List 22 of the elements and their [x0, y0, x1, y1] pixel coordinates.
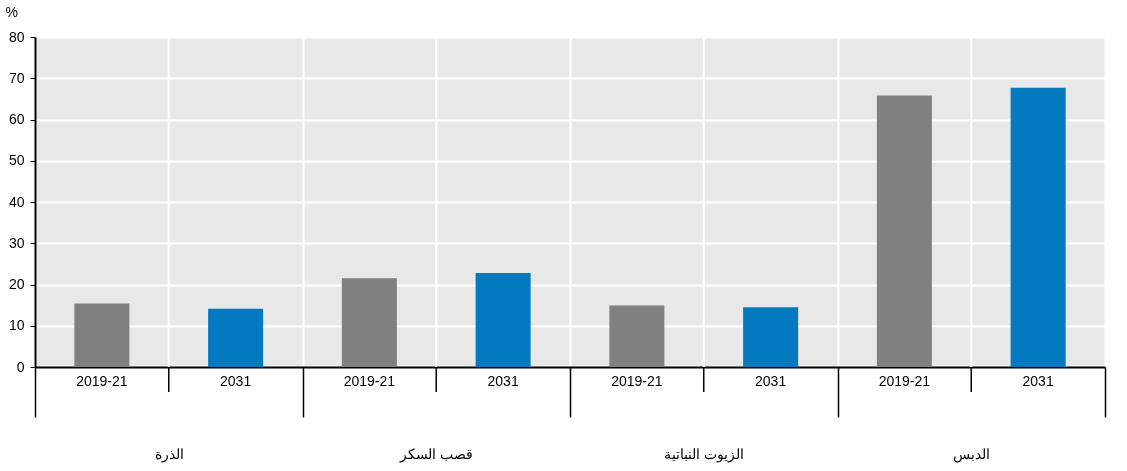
text: 2031 [487, 373, 519, 389]
y-tick-label: 10 [8, 317, 25, 334]
x-tick-label: قصب السكر [399, 445, 474, 463]
y-tick-label: 50 [8, 152, 25, 169]
x-tick-label: الذرة [154, 445, 184, 463]
y-tick-label: 30 [8, 234, 25, 251]
text: 2031 [755, 373, 787, 389]
text: 2019-21 [878, 373, 931, 389]
x-tick-label: الزيوت النباتية [664, 445, 745, 463]
series-label: 2019-21 [76, 373, 128, 389]
y-tick-label: 80 [8, 28, 25, 45]
y-tick-label: 40 [8, 193, 25, 210]
y-tick-label: 70 [8, 69, 25, 86]
x-tick-label: الدبس [953, 445, 991, 463]
y-tick-label: 20 [8, 276, 25, 292]
text: 2019-21 [611, 373, 663, 389]
text: 2031 [1022, 373, 1054, 389]
y-tick-label: 0 [16, 358, 25, 375]
text: 2019-21 [343, 373, 396, 389]
y-axis-title: % [5, 3, 18, 20]
series-label: 2031 [220, 373, 252, 389]
y-tick-label: 60 [8, 111, 25, 127]
